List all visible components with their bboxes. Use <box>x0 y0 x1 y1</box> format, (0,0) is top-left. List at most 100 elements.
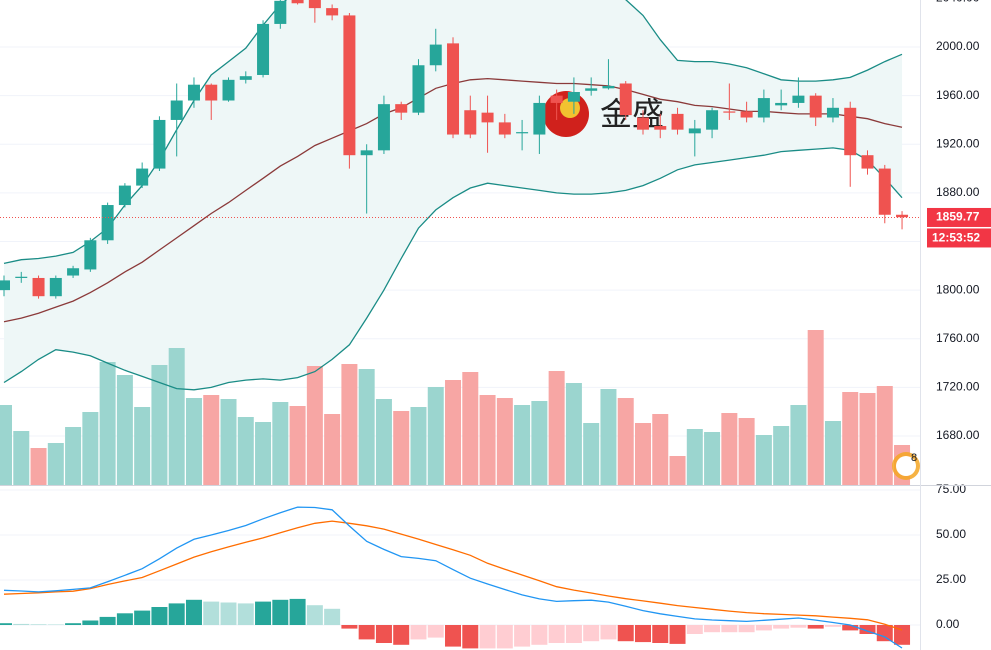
candle-body <box>792 95 805 103</box>
candle-body <box>32 277 45 297</box>
histogram-bar <box>548 625 565 643</box>
volume-bar <box>272 402 289 485</box>
volume-bar <box>255 422 272 485</box>
macd-panel <box>0 489 920 649</box>
candle-body <box>395 104 408 113</box>
candle-body <box>412 65 425 113</box>
price-panel: 金盛 <box>0 0 920 485</box>
y-tick-label: 1760.00 <box>936 331 980 345</box>
volume-bar <box>116 375 133 485</box>
histogram-bar <box>13 623 30 625</box>
candle-body <box>136 168 149 186</box>
volume-bar <box>168 348 185 485</box>
volume-bar <box>807 330 824 485</box>
histogram-bar <box>306 605 323 625</box>
histogram-bar <box>876 625 893 642</box>
histogram-bar <box>565 625 582 643</box>
volume-bar <box>738 418 755 485</box>
histogram-bar <box>807 625 824 629</box>
volume-bar <box>531 401 548 485</box>
candle-body <box>205 84 218 101</box>
candle-body <box>861 155 874 169</box>
candle-body <box>775 102 788 106</box>
histogram-bar <box>0 623 12 625</box>
y-tick-label: 25.00 <box>936 572 966 586</box>
volume-bar <box>755 435 772 485</box>
histogram-bar <box>220 602 237 625</box>
y-tick-label: 1680.00 <box>936 428 980 442</box>
volume-bar <box>462 372 479 485</box>
histogram-bar <box>324 608 341 625</box>
y-tick-label: 50.00 <box>936 527 966 541</box>
volume-bar <box>203 395 220 485</box>
volume-bar <box>82 412 99 485</box>
volume-bar <box>99 362 116 485</box>
candle-body <box>481 112 494 123</box>
histogram-bar <box>445 625 462 647</box>
histogram-bar <box>410 625 427 640</box>
candle-body <box>274 0 287 24</box>
candle-body <box>377 104 390 151</box>
candle-body <box>706 110 719 130</box>
candle-body <box>602 85 615 89</box>
histogram-bar <box>341 625 358 629</box>
y-tick-label: 2040.00 <box>936 0 980 5</box>
volume-bar <box>704 432 721 485</box>
volume-bar <box>565 383 582 485</box>
price-axis: 1680.001720.001760.001800.001840.001880.… <box>892 0 991 631</box>
histogram-bar <box>496 625 513 649</box>
candle-body <box>170 100 183 120</box>
histogram-bar <box>237 603 254 625</box>
candle-body <box>567 91 580 102</box>
volume-bar <box>393 411 410 485</box>
candle-body <box>896 214 909 218</box>
candle-body <box>49 277 62 297</box>
candle-body <box>550 95 563 103</box>
histogram-bar <box>842 625 859 631</box>
candle-body <box>153 119 166 169</box>
histogram-bar <box>894 625 911 645</box>
candle-body <box>585 88 598 91</box>
badge-label: 8 <box>911 452 917 464</box>
histogram-bar <box>600 625 617 640</box>
volume-bar <box>859 393 876 485</box>
histogram-bar <box>82 620 99 625</box>
volume-bar <box>237 417 254 485</box>
histogram-bar <box>617 625 634 642</box>
candle-body <box>429 44 442 66</box>
volume-bar <box>324 414 341 485</box>
histogram-bar <box>514 625 531 647</box>
volume-bar <box>65 427 82 485</box>
last-price-box <box>927 207 991 227</box>
volume-bar <box>341 364 358 485</box>
last-price-label: 1859.77 <box>936 210 980 224</box>
histogram-bar <box>721 625 738 633</box>
volume-bar <box>185 398 202 485</box>
candle-body <box>101 205 114 241</box>
volume-bar <box>30 448 47 485</box>
histogram-bar <box>151 607 168 625</box>
badge-inner <box>896 456 916 476</box>
volume-bar <box>824 421 841 485</box>
volume-bar <box>47 443 64 485</box>
candle-body <box>844 107 857 156</box>
volume-bar <box>375 399 392 485</box>
histogram-bar <box>773 625 790 629</box>
y-tick-label: 75.00 <box>936 482 966 496</box>
candle-body <box>67 268 80 276</box>
volume-bar <box>289 406 306 485</box>
candle-body <box>740 111 753 118</box>
histogram-bar <box>583 625 600 642</box>
volume-bar <box>876 386 893 485</box>
candle-body <box>636 117 649 130</box>
histogram-bar <box>393 625 410 645</box>
candle-body <box>84 240 97 270</box>
candle-body <box>447 43 460 135</box>
candle-body <box>15 276 28 278</box>
watermark-text: 金盛 <box>600 95 664 133</box>
histogram-bar <box>99 616 116 625</box>
histogram-bar <box>272 599 289 625</box>
histogram-bar <box>652 625 669 643</box>
volume-bar <box>151 365 168 485</box>
